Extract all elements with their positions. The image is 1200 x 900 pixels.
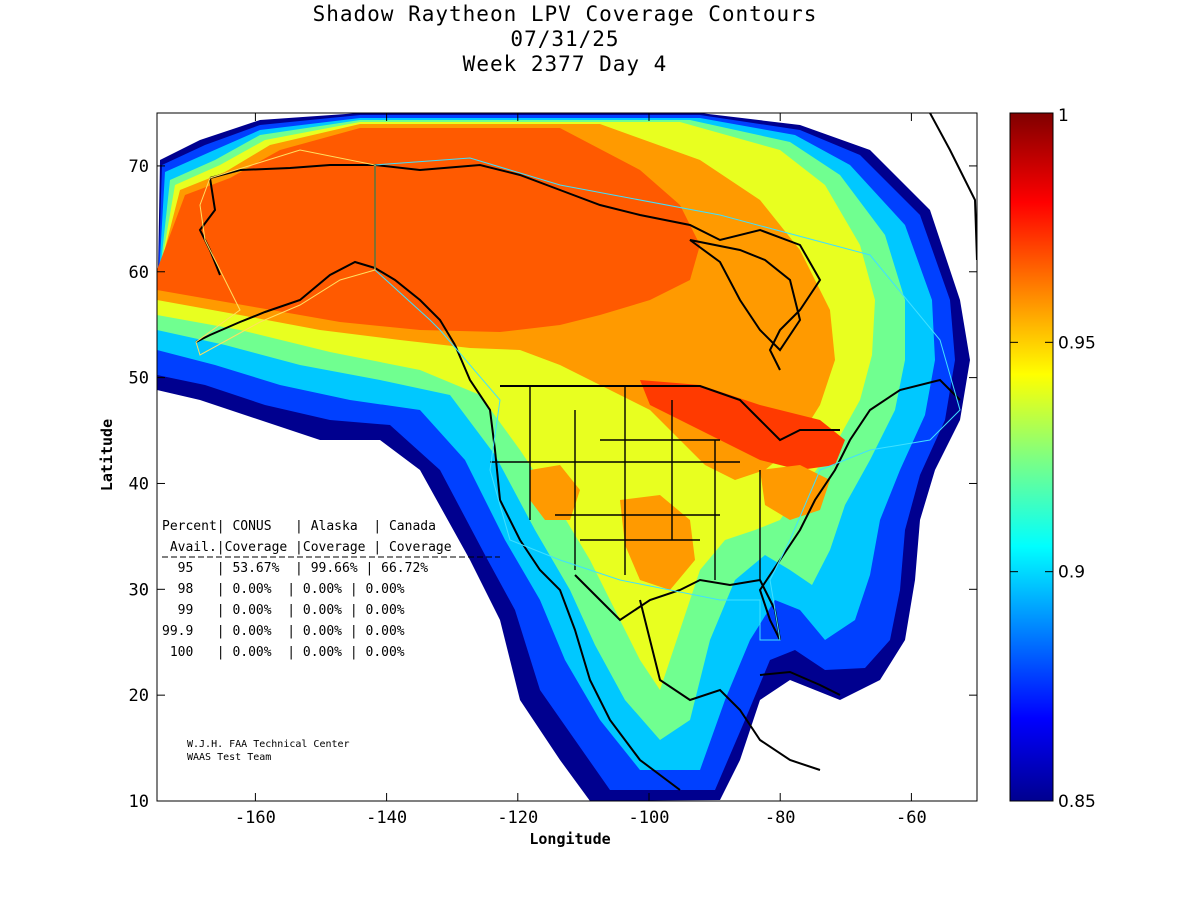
hudson-bay [689, 239, 802, 352]
contour-south-hotspot [620, 495, 695, 590]
x-tick-label: -60 [896, 808, 927, 828]
y-axis-title: Latitude [98, 419, 116, 491]
colorbar-tick-label: 0.9 [1058, 563, 1085, 583]
colorbar [1009, 112, 1054, 802]
us-canada-border [500, 385, 840, 442]
table-header-2: Avail.|Coverage |Coverage | Coverage [162, 540, 452, 555]
x-tick-label: -140 [366, 808, 407, 828]
y-tick-label: 20 [129, 686, 149, 706]
contour-ne-hotspot [640, 380, 845, 470]
mexico-coast [639, 599, 821, 771]
table-row: 100 | 0.00% | 0.00% | 0.00% [162, 645, 405, 660]
table-row: 99 | 0.00% | 0.00% | 0.00% [162, 603, 405, 618]
chart-date: 07/31/25 [510, 27, 620, 51]
plot-frame [156, 112, 978, 802]
credit-line-1: W.J.H. FAA Technical Center [187, 739, 350, 750]
canada-arctic-coast [374, 163, 822, 371]
service-boundaries [195, 149, 961, 641]
table-header-1: Percent| CONUS | Alaska | Canada [162, 519, 436, 534]
contour-west-hotspot [530, 465, 580, 520]
x-tick-label: -120 [497, 808, 538, 828]
coastlines [195, 113, 977, 791]
x-tick-label: -100 [629, 808, 670, 828]
greenland [929, 113, 977, 261]
chart-title: Shadow Raytheon LPV Coverage Contours [312, 2, 818, 26]
y-tick-label: 40 [129, 474, 149, 494]
y-tick-label: 60 [129, 263, 149, 283]
x-axis: -160 -140 -120 -100 -80 -60 [235, 113, 927, 828]
us-west-coast [454, 344, 681, 791]
colorbar-ticks: 1 0.95 0.9 0.85 [1010, 106, 1096, 812]
table-row: 95 | 53.67% | 99.66% | 66.72% [162, 561, 428, 576]
colorbar-tick-label: 0.95 [1058, 333, 1096, 353]
x-axis-title: Longitude [529, 830, 610, 848]
cuba [759, 670, 841, 696]
x-tick-label: -160 [235, 808, 276, 828]
colorbar-tick-label: 0.85 [1058, 792, 1096, 812]
chart-week: Week 2377 Day 4 [462, 52, 668, 76]
y-tick-label: 10 [129, 792, 149, 812]
y-tick-label: 70 [129, 157, 149, 177]
state-borders [490, 386, 761, 580]
coverage-contours [157, 113, 970, 801]
table-row: 99.9 | 0.00% | 0.00% | 0.00% [162, 624, 405, 639]
y-tick-label: 30 [129, 580, 149, 600]
credit-line-2: WAAS Test Team [187, 752, 271, 763]
y-axis: 10 20 30 40 50 60 70 [129, 157, 977, 812]
table-row: 98 | 0.00% | 0.00% | 0.00% [162, 582, 405, 597]
contour-097 [157, 128, 700, 332]
gulf-coast [574, 378, 961, 641]
y-tick-label: 50 [129, 369, 149, 389]
coverage-table: Percent| CONUS | Alaska | Canada Avail.|… [162, 519, 500, 660]
x-tick-label: -80 [765, 808, 796, 828]
colorbar-tick-label: 1 [1058, 106, 1069, 126]
